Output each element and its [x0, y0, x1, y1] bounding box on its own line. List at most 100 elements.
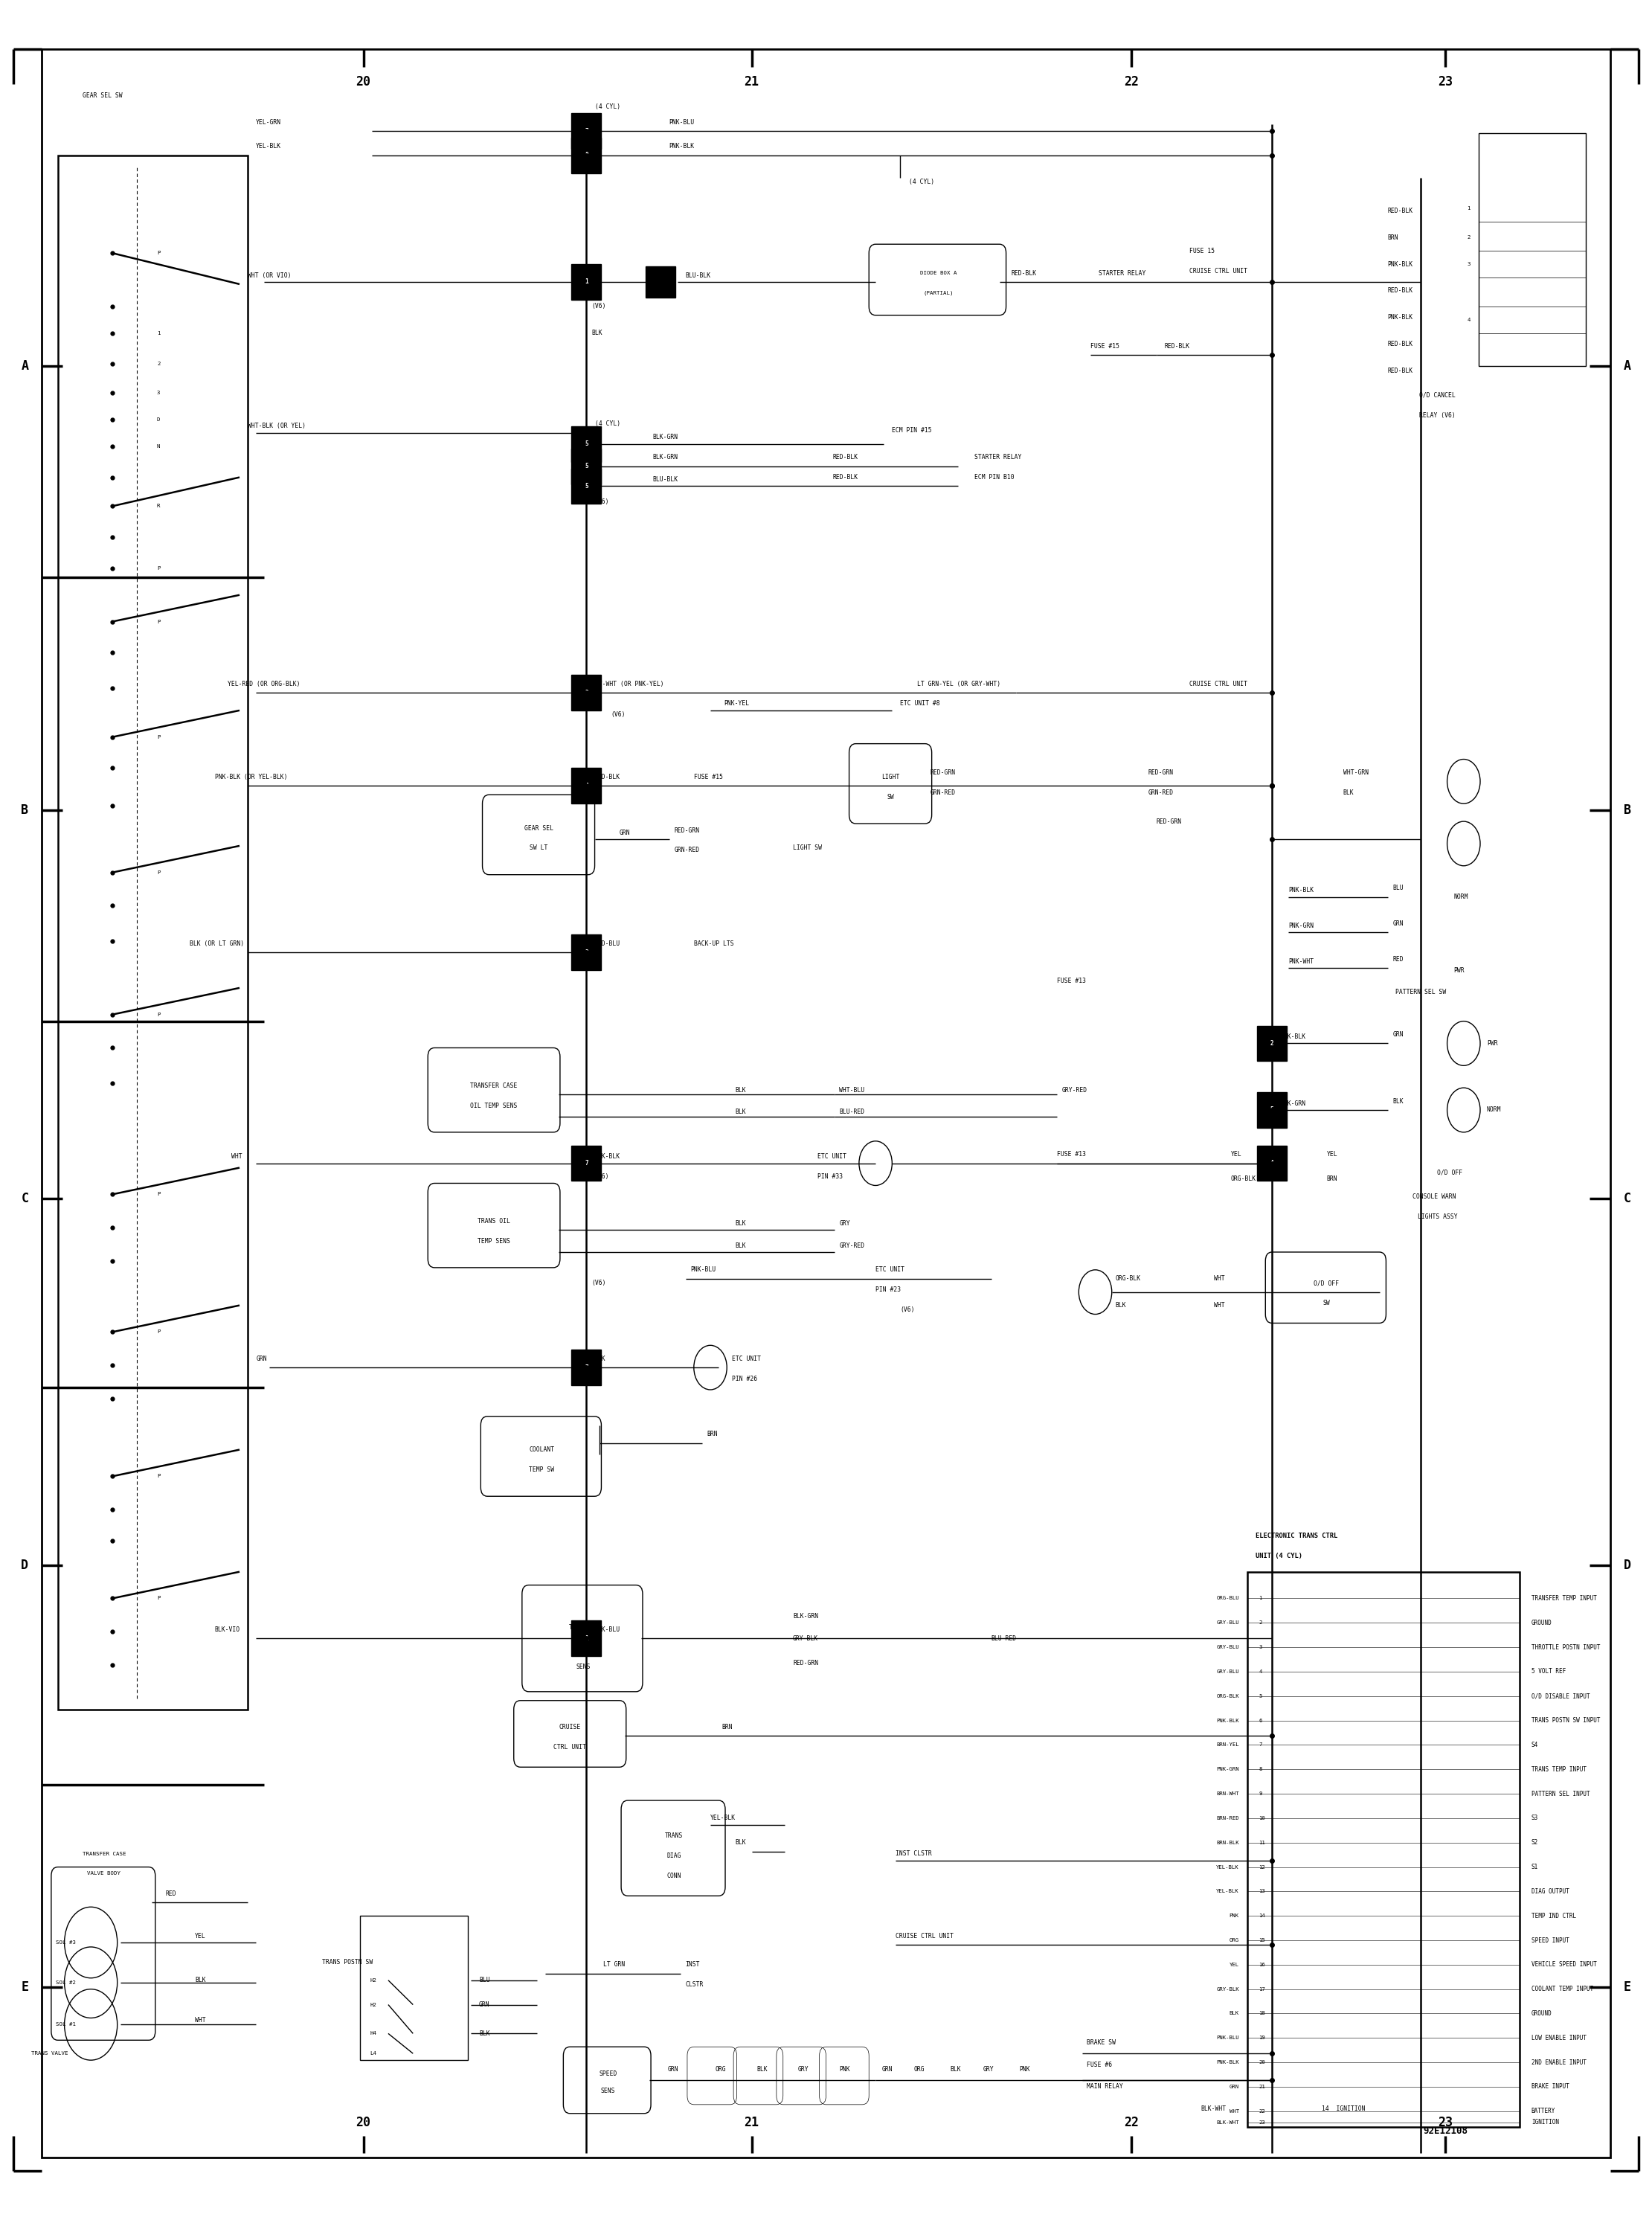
Text: PNK-GRN: PNK-GRN: [1280, 1099, 1305, 1108]
Text: (V6): (V6): [900, 1305, 915, 1314]
Text: NORM: NORM: [1454, 892, 1469, 901]
Text: 2: 2: [1467, 235, 1470, 240]
Text: ETC UNIT #8: ETC UNIT #8: [900, 699, 940, 708]
Text: 4: 4: [1467, 317, 1470, 322]
Text: RED-GRN: RED-GRN: [1156, 817, 1181, 826]
Text: RED-BLK: RED-BLK: [1388, 206, 1412, 215]
Text: TRANS VALVE: TRANS VALVE: [31, 2051, 68, 2056]
Text: 20: 20: [1259, 2060, 1265, 2065]
Text: GRN: GRN: [882, 2065, 894, 2073]
Text: BLU: BLU: [1393, 884, 1404, 892]
Text: STARTER RELAY: STARTER RELAY: [975, 453, 1023, 462]
Text: 22: 22: [1123, 2116, 1140, 2129]
Text: ORG-BLK: ORG-BLK: [1115, 1274, 1140, 1283]
Text: DIAG: DIAG: [667, 1851, 681, 1860]
Text: B: B: [1624, 804, 1631, 817]
Text: SPEED: SPEED: [600, 2069, 616, 2078]
Text: BRAKE SW: BRAKE SW: [1087, 2038, 1117, 2047]
Text: L4: L4: [370, 2051, 377, 2056]
Text: PNK-BLK: PNK-BLK: [1216, 1718, 1239, 1723]
Text: ETC UNIT: ETC UNIT: [876, 1265, 905, 1274]
Text: PNK: PNK: [1019, 2065, 1031, 2073]
Text: RED-BLK: RED-BLK: [1388, 366, 1412, 375]
Text: 3: 3: [585, 948, 588, 957]
Text: RED-GRN: RED-GRN: [674, 826, 699, 835]
Text: 22: 22: [1259, 2109, 1265, 2113]
Text: 1: 1: [1259, 1596, 1262, 1601]
Text: CRUISE CTRL UNIT: CRUISE CTRL UNIT: [1189, 266, 1247, 275]
Text: ECM PIN #15: ECM PIN #15: [892, 426, 932, 435]
Text: H2: H2: [370, 1978, 377, 1982]
Text: 14  IGNITION: 14 IGNITION: [1322, 2105, 1365, 2113]
Text: PNK-BLU: PNK-BLU: [691, 1265, 715, 1274]
Text: BLK: BLK: [1229, 2011, 1239, 2016]
Text: LIGHTS ASSY: LIGHTS ASSY: [1417, 1212, 1457, 1221]
Text: BLU: BLU: [479, 1976, 491, 1985]
Text: 5: 5: [585, 462, 588, 471]
Text: SPEED INPUT: SPEED INPUT: [1531, 1936, 1569, 1945]
Text: BACK-UP LTS: BACK-UP LTS: [694, 939, 733, 948]
Text: (4 CYL): (4 CYL): [595, 102, 620, 111]
Text: TRANS OIL: TRANS OIL: [477, 1217, 510, 1225]
Text: COOLANT: COOLANT: [529, 1445, 555, 1454]
Text: RED-BLU: RED-BLU: [595, 939, 620, 948]
Text: LOW ENABLE INPUT: LOW ENABLE INPUT: [1531, 2034, 1586, 2042]
Text: P: P: [157, 1012, 160, 1017]
Text: GEAR SEL SW: GEAR SEL SW: [83, 91, 122, 100]
Text: RELAY (V6): RELAY (V6): [1419, 411, 1455, 420]
Bar: [572, 675, 601, 710]
Text: ETC UNIT: ETC UNIT: [732, 1354, 762, 1363]
Text: 11: 11: [1259, 1840, 1265, 1845]
Text: THROTTLE POSTN INPUT: THROTTLE POSTN INPUT: [1531, 1643, 1601, 1652]
Text: (PARTIAL): (PARTIAL): [923, 291, 953, 295]
Text: SENS: SENS: [601, 2087, 615, 2096]
Text: GRN: GRN: [667, 2065, 679, 2073]
Text: BRN: BRN: [707, 1430, 719, 1439]
Text: FUSE 15: FUSE 15: [1189, 246, 1214, 255]
Text: 4: 4: [1259, 1669, 1262, 1674]
Text: SOL #3: SOL #3: [56, 1940, 76, 1945]
Text: GRY-RED: GRY-RED: [1062, 1086, 1087, 1094]
Text: PNK-GRN: PNK-GRN: [1216, 1767, 1239, 1772]
Text: 19: 19: [1259, 2036, 1265, 2040]
Text: BRAKE INPUT: BRAKE INPUT: [1531, 2082, 1569, 2091]
Text: 7: 7: [1259, 1743, 1262, 1747]
Text: 5: 5: [1259, 1694, 1262, 1698]
Text: 5 VOLT REF: 5 VOLT REF: [1531, 1667, 1566, 1676]
Text: BLU-BLK: BLU-BLK: [686, 271, 710, 280]
Text: 92E12108: 92E12108: [1422, 2127, 1469, 2136]
Text: 3: 3: [157, 391, 160, 395]
Text: 2: 2: [1259, 1621, 1262, 1625]
Text: INST: INST: [686, 1960, 700, 1969]
Text: THROTTLE: THROTTLE: [568, 1623, 598, 1632]
Text: BATTERY: BATTERY: [1531, 2107, 1556, 2116]
Text: OIL TEMP SENS: OIL TEMP SENS: [471, 1101, 517, 1110]
Bar: [572, 935, 601, 970]
Bar: [572, 264, 601, 300]
Text: ORG: ORG: [914, 2065, 925, 2073]
Text: A: A: [21, 360, 28, 373]
Text: BLU-RED: BLU-RED: [839, 1108, 864, 1117]
Text: ORG: ORG: [715, 2065, 727, 2073]
Text: ORG: ORG: [1229, 1938, 1239, 1943]
Text: BLK: BLK: [735, 1108, 747, 1117]
Text: PNK: PNK: [1229, 1914, 1239, 1918]
Text: GRN-RED: GRN-RED: [1148, 788, 1173, 797]
Text: GRY: GRY: [839, 1219, 851, 1228]
Bar: [1247, 1572, 1520, 2127]
Text: GRY-WHT (OR PNK-YEL): GRY-WHT (OR PNK-YEL): [591, 679, 664, 688]
Bar: [1479, 133, 1586, 366]
Text: PWR: PWR: [1487, 1039, 1498, 1048]
Text: 3: 3: [1467, 262, 1470, 266]
Text: BLK-WHT: BLK-WHT: [1216, 2120, 1239, 2125]
Text: RED-BLK: RED-BLK: [1388, 286, 1412, 295]
Bar: [572, 138, 601, 173]
Text: FUSE #13: FUSE #13: [1057, 977, 1087, 986]
Text: YEL-RED (OR ORG-BLK): YEL-RED (OR ORG-BLK): [228, 679, 301, 688]
Text: 13: 13: [1259, 1889, 1265, 1894]
Text: BLK: BLK: [950, 2065, 961, 2073]
Text: RED: RED: [1393, 955, 1404, 963]
Text: 4: 4: [585, 781, 588, 790]
Text: 2ND ENABLE INPUT: 2ND ENABLE INPUT: [1531, 2058, 1586, 2067]
Text: GRN: GRN: [620, 828, 631, 837]
